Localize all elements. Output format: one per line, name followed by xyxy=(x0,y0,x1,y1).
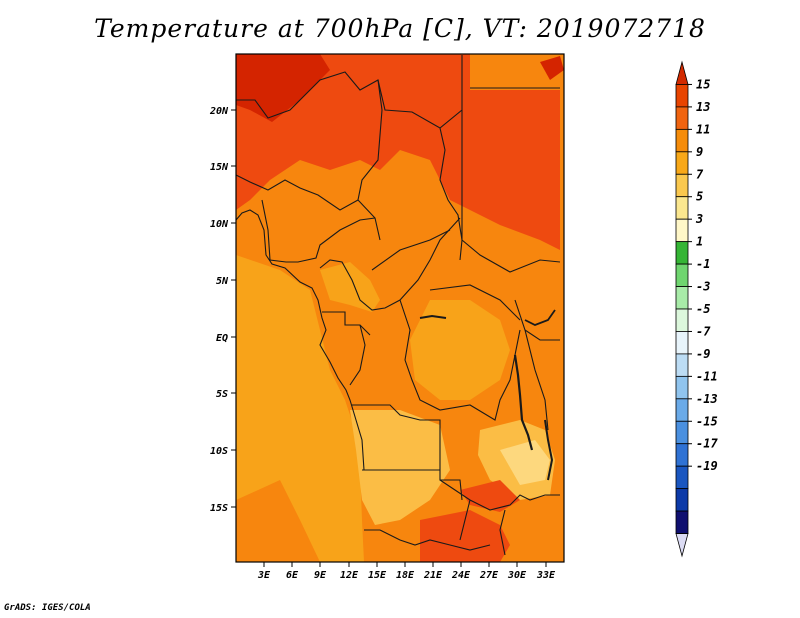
lon-tick-label: 9E xyxy=(314,570,327,581)
colorbar-label: -11 xyxy=(696,369,718,383)
lon-tick-label: 30E xyxy=(507,570,527,581)
colorbar-label: -7 xyxy=(696,324,711,338)
colorbar-segment xyxy=(675,286,689,310)
temperature-region xyxy=(540,56,564,80)
lat-tick-label: 15N xyxy=(210,162,229,173)
colorbar-label: -17 xyxy=(696,437,718,451)
colorbar-label: -19 xyxy=(696,459,718,473)
temperature-region xyxy=(236,480,320,562)
colorbar-segment xyxy=(675,398,689,422)
colorbar-bottom-arrow xyxy=(675,533,689,558)
colorbar-label: 9 xyxy=(696,145,703,159)
map-title: Temperature at 700hPa [C], VT: 201907271… xyxy=(94,14,706,43)
colorbar-segment xyxy=(675,420,689,445)
lon-tick-label: 6E xyxy=(286,570,299,581)
colorbar-segment xyxy=(675,241,689,265)
lat-tick-label: EQ xyxy=(216,333,228,344)
lon-tick-label: 21E xyxy=(423,570,443,581)
colorbar-segment xyxy=(675,308,689,332)
colorbar: 15 13 11 9 7 5 3 1 -1 -3 -5 -7 -9 -11 -13 -15 -17 -19 xyxy=(675,60,718,558)
temperature-region xyxy=(500,440,550,485)
map-axes: 20N 15N 10N 5N EQ 5S 10S 15S 3E 6E 9E 12E 15E 18E 21E 2… xyxy=(209,106,556,581)
map-frame xyxy=(235,53,565,563)
lon-tick-label: 3E xyxy=(257,570,271,581)
colorbar-segment xyxy=(675,106,689,130)
temperature-region xyxy=(410,300,510,400)
temperature-region xyxy=(460,480,520,512)
colorbar-top-arrow xyxy=(675,60,689,85)
colorbar-label: 7 xyxy=(696,167,704,181)
colorbar-segment xyxy=(675,488,689,512)
lon-tick-label: 18E xyxy=(396,570,415,581)
temperature-region xyxy=(236,255,364,562)
lat-tick-label: 15S xyxy=(210,503,228,514)
colorbar-label: 13 xyxy=(696,100,710,114)
lat-tick-label: 5N xyxy=(216,276,229,287)
colorbar-segment xyxy=(675,510,689,534)
colorbar-label: -9 xyxy=(696,347,710,361)
lon-tick-label: 24E xyxy=(451,570,471,581)
temperature-region xyxy=(350,410,450,525)
colorbar-segment xyxy=(675,353,689,377)
colorbar-label: -5 xyxy=(696,302,710,316)
colorbar-label: 1 xyxy=(696,235,703,249)
temperature-region xyxy=(236,54,560,250)
country-borders xyxy=(235,55,561,556)
temperature-region xyxy=(236,54,330,122)
lon-tick-label: 27E xyxy=(479,570,499,581)
colorbar-label: -3 xyxy=(696,280,710,294)
grads-credit: GrADS: IGES/COLA xyxy=(4,603,91,613)
colorbar-label: 15 xyxy=(696,77,710,91)
lat-tick-label: 10N xyxy=(210,219,229,230)
lat-tick-label: 5S xyxy=(216,389,228,400)
colorbar-label: 11 xyxy=(696,122,710,136)
lon-tick-label: 15E xyxy=(368,570,387,581)
colorbar-segment xyxy=(675,465,689,490)
colorbar-label: -15 xyxy=(696,414,718,428)
colorbar-segment xyxy=(675,263,689,287)
colorbar-segment xyxy=(675,84,689,108)
temperature-field xyxy=(236,54,564,562)
colorbar-label: -1 xyxy=(696,257,710,271)
lat-tick-label: 20N xyxy=(209,106,229,117)
colorbar-segment xyxy=(675,331,689,355)
colorbar-segment xyxy=(675,151,689,175)
temperature-region xyxy=(320,262,380,312)
colorbar-segment xyxy=(675,443,689,467)
colorbar-label: 3 xyxy=(695,212,703,226)
colorbar-segment xyxy=(675,196,689,220)
colorbar-segment xyxy=(675,218,689,243)
colorbar-segment xyxy=(675,173,689,198)
colorbar-label: 5 xyxy=(696,190,703,204)
lat-tick-label: 10S xyxy=(210,446,228,457)
lon-tick-label: 12E xyxy=(340,570,359,581)
colorbar-segment xyxy=(675,375,689,400)
temperature-region xyxy=(420,510,510,562)
lon-tick-label: 33E xyxy=(536,570,556,581)
colorbar-label: -13 xyxy=(696,392,718,406)
colorbar-segment xyxy=(675,128,689,153)
